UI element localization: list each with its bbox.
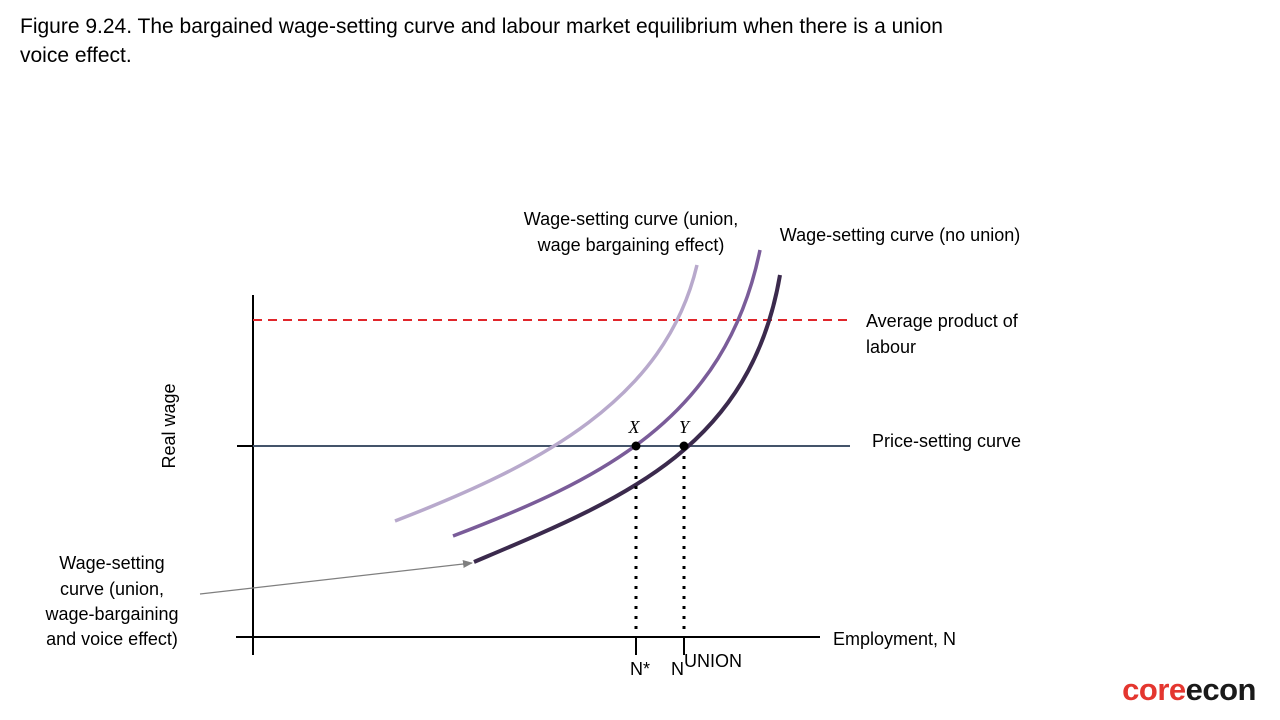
price-setting-label: Price-setting curve — [872, 431, 1021, 451]
point-x-label: X — [628, 417, 641, 437]
ws-union-voice-label-1: Wage-setting — [59, 553, 164, 573]
ws-union-voice-label-3: wage-bargaining — [44, 604, 178, 624]
ws-curve-union-wage-bargaining — [394, 264, 699, 523]
annotation-arrow — [199, 560, 473, 595]
logo-econ: econ — [1185, 672, 1257, 707]
n-union-label: NUNION — [671, 651, 742, 679]
n-union-label-base: N — [671, 659, 684, 679]
ws-union-voice-label-4: and voice effect) — [46, 629, 178, 649]
ws-union-wage-bargaining-label-1: Wage-setting curve (union, — [524, 209, 738, 229]
logo-core: core — [1122, 672, 1186, 707]
point-y — [679, 441, 689, 451]
ws-curve-union-voice — [473, 274, 782, 564]
figure-title: Figure 9.24. The bargained wage-setting … — [20, 15, 943, 67]
point-y-label: Y — [679, 417, 691, 437]
n-union-label-sup: UNION — [684, 651, 742, 671]
average-product-label-1: Average product of — [866, 311, 1019, 331]
point-x — [631, 441, 641, 451]
average-product-label-2: labour — [866, 337, 916, 357]
ws-union-wage-bargaining-label-2: wage bargaining effect) — [537, 235, 725, 255]
coreecon-logo: coreecon — [1122, 672, 1256, 708]
x-axis-label: Employment, N — [833, 629, 956, 649]
ws-curve-no-union — [452, 249, 762, 538]
n-star-label: N* — [630, 659, 650, 679]
ws-union-voice-label-2: curve (union, — [60, 579, 164, 599]
y-axis-label: Real wage — [159, 383, 179, 468]
ws-no-union-label: Wage-setting curve (no union) — [780, 225, 1020, 245]
